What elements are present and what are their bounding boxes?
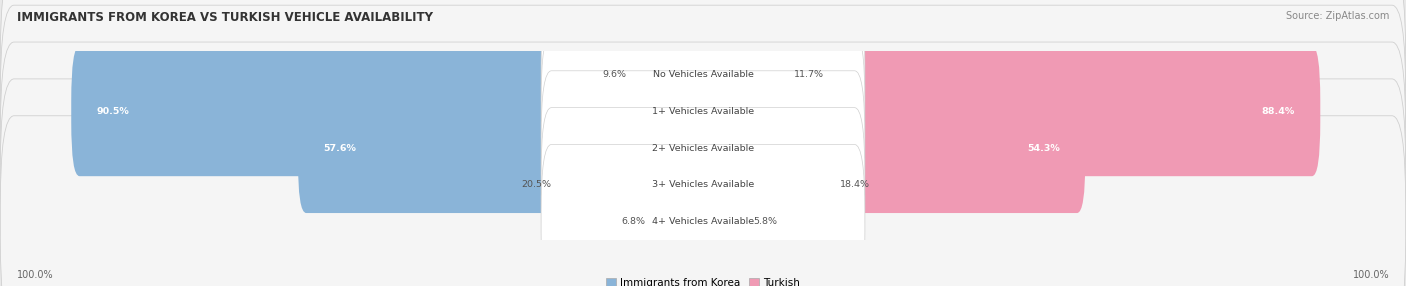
FancyBboxPatch shape xyxy=(72,46,711,176)
Text: 4+ Vehicles Available: 4+ Vehicles Available xyxy=(652,217,754,226)
FancyBboxPatch shape xyxy=(695,157,751,286)
FancyBboxPatch shape xyxy=(298,83,711,213)
Text: IMMIGRANTS FROM KOREA VS TURKISH VEHICLE AVAILABILITY: IMMIGRANTS FROM KOREA VS TURKISH VEHICLE… xyxy=(17,11,433,24)
Text: 2+ Vehicles Available: 2+ Vehicles Available xyxy=(652,144,754,153)
FancyBboxPatch shape xyxy=(541,144,865,286)
Text: 54.3%: 54.3% xyxy=(1028,144,1060,153)
Text: 9.6%: 9.6% xyxy=(603,70,627,79)
FancyBboxPatch shape xyxy=(695,9,792,139)
Text: 1+ Vehicles Available: 1+ Vehicles Available xyxy=(652,107,754,116)
FancyBboxPatch shape xyxy=(0,0,1406,180)
FancyBboxPatch shape xyxy=(0,79,1406,286)
FancyBboxPatch shape xyxy=(695,83,1085,213)
Text: 90.5%: 90.5% xyxy=(97,107,129,116)
FancyBboxPatch shape xyxy=(648,157,711,286)
Text: 88.4%: 88.4% xyxy=(1261,107,1295,116)
Text: 6.8%: 6.8% xyxy=(621,217,645,226)
Text: 18.4%: 18.4% xyxy=(841,180,870,189)
Text: Source: ZipAtlas.com: Source: ZipAtlas.com xyxy=(1285,11,1389,21)
Text: 100.0%: 100.0% xyxy=(17,270,53,280)
FancyBboxPatch shape xyxy=(695,46,1320,176)
FancyBboxPatch shape xyxy=(541,108,865,262)
FancyBboxPatch shape xyxy=(0,5,1406,217)
FancyBboxPatch shape xyxy=(0,42,1406,254)
Legend: Immigrants from Korea, Turkish: Immigrants from Korea, Turkish xyxy=(606,278,800,286)
Text: No Vehicles Available: No Vehicles Available xyxy=(652,70,754,79)
Text: 3+ Vehicles Available: 3+ Vehicles Available xyxy=(652,180,754,189)
FancyBboxPatch shape xyxy=(541,34,865,188)
FancyBboxPatch shape xyxy=(541,71,865,225)
Text: 5.8%: 5.8% xyxy=(754,217,778,226)
Text: 11.7%: 11.7% xyxy=(794,70,824,79)
FancyBboxPatch shape xyxy=(541,0,865,152)
Text: 100.0%: 100.0% xyxy=(1353,270,1389,280)
FancyBboxPatch shape xyxy=(695,120,838,250)
FancyBboxPatch shape xyxy=(0,116,1406,286)
Text: 57.6%: 57.6% xyxy=(323,144,356,153)
FancyBboxPatch shape xyxy=(554,120,711,250)
Text: 20.5%: 20.5% xyxy=(522,180,551,189)
FancyBboxPatch shape xyxy=(628,9,711,139)
